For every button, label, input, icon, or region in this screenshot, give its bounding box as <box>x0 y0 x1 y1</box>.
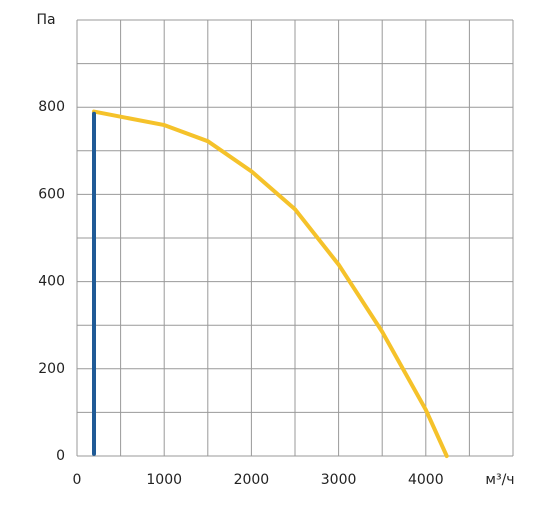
x-tick-label: 2000 <box>234 472 270 488</box>
x-unit-label: м³/ч <box>485 472 514 488</box>
y-tick-label: 200 <box>38 361 65 377</box>
x-tick-label: 1000 <box>146 472 182 488</box>
series-line <box>92 109 449 458</box>
y-tick-label: 400 <box>38 274 65 290</box>
y-tick-label: 0 <box>56 448 65 464</box>
y-tick-label: 800 <box>38 99 65 115</box>
x-tick-label: 4000 <box>408 472 444 488</box>
y-unit-label: Па <box>36 12 55 28</box>
y-tick-label: 600 <box>38 186 65 202</box>
x-tick-label: 3000 <box>321 472 357 488</box>
x-tick-label: 0 <box>73 472 82 488</box>
